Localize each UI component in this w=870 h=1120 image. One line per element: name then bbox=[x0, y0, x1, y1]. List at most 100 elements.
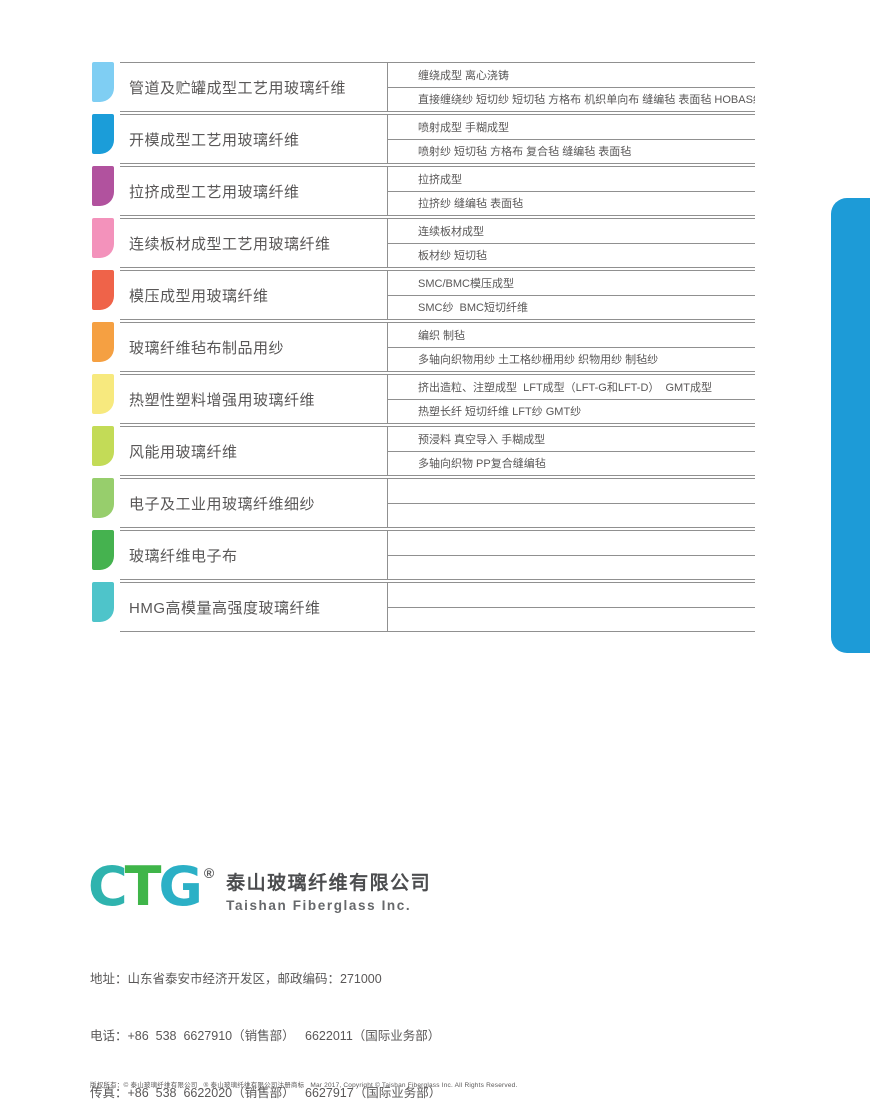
detail-cell: 缠绕成型 离心浇铸直接缠绕纱 短切纱 短切毡 方格布 机织单向布 缝编毡 表面毡… bbox=[388, 63, 755, 111]
detail-cell: 拉挤成型拉挤纱 缝编毡 表面毡 bbox=[388, 167, 755, 215]
category-label: HMG高模量高强度玻璃纤维 bbox=[129, 599, 321, 617]
category-color-tab bbox=[92, 478, 114, 518]
category-color-tab bbox=[92, 322, 114, 362]
table-row: 管道及贮罐成型工艺用玻璃纤维 缠绕成型 离心浇铸直接缠绕纱 短切纱 短切毡 方格布… bbox=[92, 62, 755, 112]
detail-line-bottom: 热塑长纤 短切纤维 LFT纱 GMT纱 bbox=[418, 406, 582, 419]
category-cell: 风能用玻璃纤维 bbox=[120, 427, 388, 475]
table-row-body: 玻璃纤维电子布 bbox=[120, 530, 755, 580]
logo-letter-g: G bbox=[158, 855, 202, 918]
table-row: 开模成型工艺用玻璃纤维 喷射成型 手糊成型喷射纱 短切毡 方格布 复合毡 缝编毡 … bbox=[92, 114, 755, 164]
detail-line-top bbox=[388, 479, 755, 504]
category-cell: 管道及贮罐成型工艺用玻璃纤维 bbox=[120, 63, 388, 111]
category-cell: 电子及工业用玻璃纤维细纱 bbox=[120, 479, 388, 527]
category-cell: 玻璃纤维电子布 bbox=[120, 531, 388, 579]
table-row: 连续板材成型工艺用玻璃纤维 连续板材成型 板材纱 短切毡 bbox=[92, 218, 755, 268]
product-table: 管道及贮罐成型工艺用玻璃纤维 缠绕成型 离心浇铸直接缠绕纱 短切纱 短切毡 方格布… bbox=[92, 62, 755, 634]
detail-line-top: 编织 制毡 bbox=[388, 323, 755, 348]
category-cell: 开模成型工艺用玻璃纤维 bbox=[120, 115, 388, 163]
table-row: HMG高模量高强度玻璃纤维 bbox=[92, 582, 755, 632]
category-color-tab bbox=[92, 530, 114, 570]
logo-letter-c: C bbox=[88, 855, 128, 918]
logo-letter-t: T bbox=[124, 855, 162, 918]
table-row: 风能用玻璃纤维 预浸料 真空导入 手糊成型多轴向织物 PP复合缝编毡 bbox=[92, 426, 755, 476]
category-color-tab bbox=[92, 582, 114, 622]
category-cell: 热塑性塑料增强用玻璃纤维 bbox=[120, 375, 388, 423]
detail-line-top: 预浸料 真空导入 手糊成型 bbox=[388, 427, 755, 452]
detail-cell: 编织 制毡多轴向织物用纱 土工格纱栅用纱 织物用纱 制毡纱 bbox=[388, 323, 755, 371]
detail-line-top bbox=[388, 583, 755, 608]
detail-cell: 连续板材成型 板材纱 短切毡 bbox=[388, 219, 755, 267]
category-cell: 模压成型用玻璃纤维 bbox=[120, 271, 388, 319]
category-color-tab bbox=[92, 166, 114, 206]
category-label: 连续板材成型工艺用玻璃纤维 bbox=[129, 235, 331, 253]
table-row: 热塑性塑料增强用玻璃纤维 挤出造粒、注塑成型 LFT成型（LFT-G和LFT-D）… bbox=[92, 374, 755, 424]
detail-line-bottom: 直接缠绕纱 短切纱 短切毡 方格布 机织单向布 缝编毡 表面毡 HOBAS纱 bbox=[418, 94, 755, 107]
category-label: 热塑性塑料增强用玻璃纤维 bbox=[129, 391, 316, 409]
detail-cell: 喷射成型 手糊成型喷射纱 短切毡 方格布 复合毡 缝编毡 表面毡 bbox=[388, 115, 755, 163]
category-color-tab bbox=[92, 218, 114, 258]
category-cell: HMG高模量高强度玻璃纤维 bbox=[120, 583, 388, 631]
detail-line-bottom bbox=[388, 608, 755, 632]
table-row-body: 热塑性塑料增强用玻璃纤维 挤出造粒、注塑成型 LFT成型（LFT-G和LFT-D）… bbox=[120, 374, 755, 424]
registered-trademark-icon: ® bbox=[203, 865, 215, 881]
contact-address: 地址：山东省泰安市经济开发区，邮政编码：271000 bbox=[90, 972, 382, 986]
detail-line-top: 拉挤成型 bbox=[388, 167, 755, 192]
company-name-chinese: 泰山玻璃纤维有限公司 bbox=[226, 873, 432, 894]
detail-cell: 挤出造粒、注塑成型 LFT成型（LFT-G和LFT-D） GMT成型热塑长纤 短… bbox=[388, 375, 755, 423]
page-edge-tab bbox=[831, 198, 870, 653]
company-logo: CTG ® 泰山玻璃纤维有限公司 Taishan Fiberglass Inc. bbox=[88, 860, 431, 914]
category-color-tab bbox=[92, 426, 114, 466]
detail-line-top: 喷射成型 手糊成型 bbox=[388, 115, 755, 140]
detail-line-bottom: 喷射纱 短切毡 方格布 复合毡 缝编毡 表面毡 bbox=[418, 146, 632, 159]
detail-line-top: 缠绕成型 离心浇铸 bbox=[388, 63, 755, 88]
detail-line-bottom: 板材纱 短切毡 bbox=[418, 250, 488, 263]
category-color-tab bbox=[92, 270, 114, 310]
category-label: 玻璃纤维毡布制品用纱 bbox=[129, 339, 285, 357]
category-label: 玻璃纤维电子布 bbox=[129, 547, 238, 565]
table-row-body: 开模成型工艺用玻璃纤维 喷射成型 手糊成型喷射纱 短切毡 方格布 复合毡 缝编毡 … bbox=[120, 114, 755, 164]
category-label: 模压成型用玻璃纤维 bbox=[129, 287, 269, 305]
detail-cell bbox=[388, 583, 755, 631]
company-name-english: Taishan Fiberglass Inc. bbox=[226, 898, 412, 913]
category-label: 拉挤成型工艺用玻璃纤维 bbox=[129, 183, 300, 201]
category-label: 开模成型工艺用玻璃纤维 bbox=[129, 131, 300, 149]
table-row-body: HMG高模量高强度玻璃纤维 bbox=[120, 582, 755, 632]
copyright-line: 版权所有：© 泰山玻璃纤维有限公司 ® 泰山玻璃纤维有限公司注册商标 Mar 2… bbox=[90, 1082, 518, 1089]
detail-line-bottom bbox=[388, 504, 755, 528]
table-row-body: 风能用玻璃纤维 预浸料 真空导入 手糊成型多轴向织物 PP复合缝编毡 bbox=[120, 426, 755, 476]
detail-line-top: 挤出造粒、注塑成型 LFT成型（LFT-G和LFT-D） GMT成型 bbox=[388, 375, 755, 400]
table-row: 电子及工业用玻璃纤维细纱 bbox=[92, 478, 755, 528]
detail-line-bottom: 多轴向织物 PP复合缝编毡 bbox=[418, 458, 546, 471]
detail-cell: SMC/BMC模压成型 SMC纱 BMC短切纤维 bbox=[388, 271, 755, 319]
category-label: 风能用玻璃纤维 bbox=[129, 443, 238, 461]
contact-phone: 电话：+86 538 6627910（销售部） 6622011（国际业务部） bbox=[90, 1029, 441, 1043]
category-color-tab bbox=[92, 62, 114, 102]
detail-cell bbox=[388, 479, 755, 527]
table-row-body: 电子及工业用玻璃纤维细纱 bbox=[120, 478, 755, 528]
detail-cell: 预浸料 真空导入 手糊成型多轴向织物 PP复合缝编毡 bbox=[388, 427, 755, 475]
category-label: 电子及工业用玻璃纤维细纱 bbox=[129, 495, 316, 513]
detail-cell bbox=[388, 531, 755, 579]
contact-block: 地址：山东省泰安市经济开发区，邮政编码：271000 电话：+86 538 66… bbox=[90, 932, 441, 1120]
category-cell: 玻璃纤维毡布制品用纱 bbox=[120, 323, 388, 371]
table-row-body: 拉挤成型工艺用玻璃纤维 拉挤成型拉挤纱 缝编毡 表面毡 bbox=[120, 166, 755, 216]
category-label: 管道及贮罐成型工艺用玻璃纤维 bbox=[129, 79, 347, 97]
table-row-body: 模压成型用玻璃纤维 SMC/BMC模压成型 SMC纱 BMC短切纤维 bbox=[120, 270, 755, 320]
ctg-logo-icon: CTG bbox=[88, 860, 203, 914]
detail-line-bottom bbox=[388, 556, 755, 580]
table-row-body: 玻璃纤维毡布制品用纱 编织 制毡多轴向织物用纱 土工格纱栅用纱 织物用纱 制毡纱 bbox=[120, 322, 755, 372]
detail-line-bottom: 拉挤纱 缝编毡 表面毡 bbox=[418, 198, 524, 211]
category-color-tab bbox=[92, 374, 114, 414]
detail-line-bottom: 多轴向织物用纱 土工格纱栅用纱 织物用纱 制毡纱 bbox=[418, 354, 659, 367]
detail-line-top bbox=[388, 531, 755, 556]
table-row-body: 管道及贮罐成型工艺用玻璃纤维 缠绕成型 离心浇铸直接缠绕纱 短切纱 短切毡 方格布… bbox=[120, 62, 755, 112]
table-row: 拉挤成型工艺用玻璃纤维 拉挤成型拉挤纱 缝编毡 表面毡 bbox=[92, 166, 755, 216]
company-names: 泰山玻璃纤维有限公司 Taishan Fiberglass Inc. bbox=[226, 868, 431, 913]
contact-fax: 传真：+86 538 6622020（销售部） 6627917（国际业务部） bbox=[90, 1086, 442, 1100]
table-row-body: 连续板材成型工艺用玻璃纤维 连续板材成型 板材纱 短切毡 bbox=[120, 218, 755, 268]
table-row: 模压成型用玻璃纤维 SMC/BMC模压成型 SMC纱 BMC短切纤维 bbox=[92, 270, 755, 320]
table-row: 玻璃纤维毡布制品用纱 编织 制毡多轴向织物用纱 土工格纱栅用纱 织物用纱 制毡纱 bbox=[92, 322, 755, 372]
detail-line-bottom: SMC纱 BMC短切纤维 bbox=[418, 302, 528, 315]
detail-line-top: SMC/BMC模压成型 bbox=[388, 271, 755, 296]
